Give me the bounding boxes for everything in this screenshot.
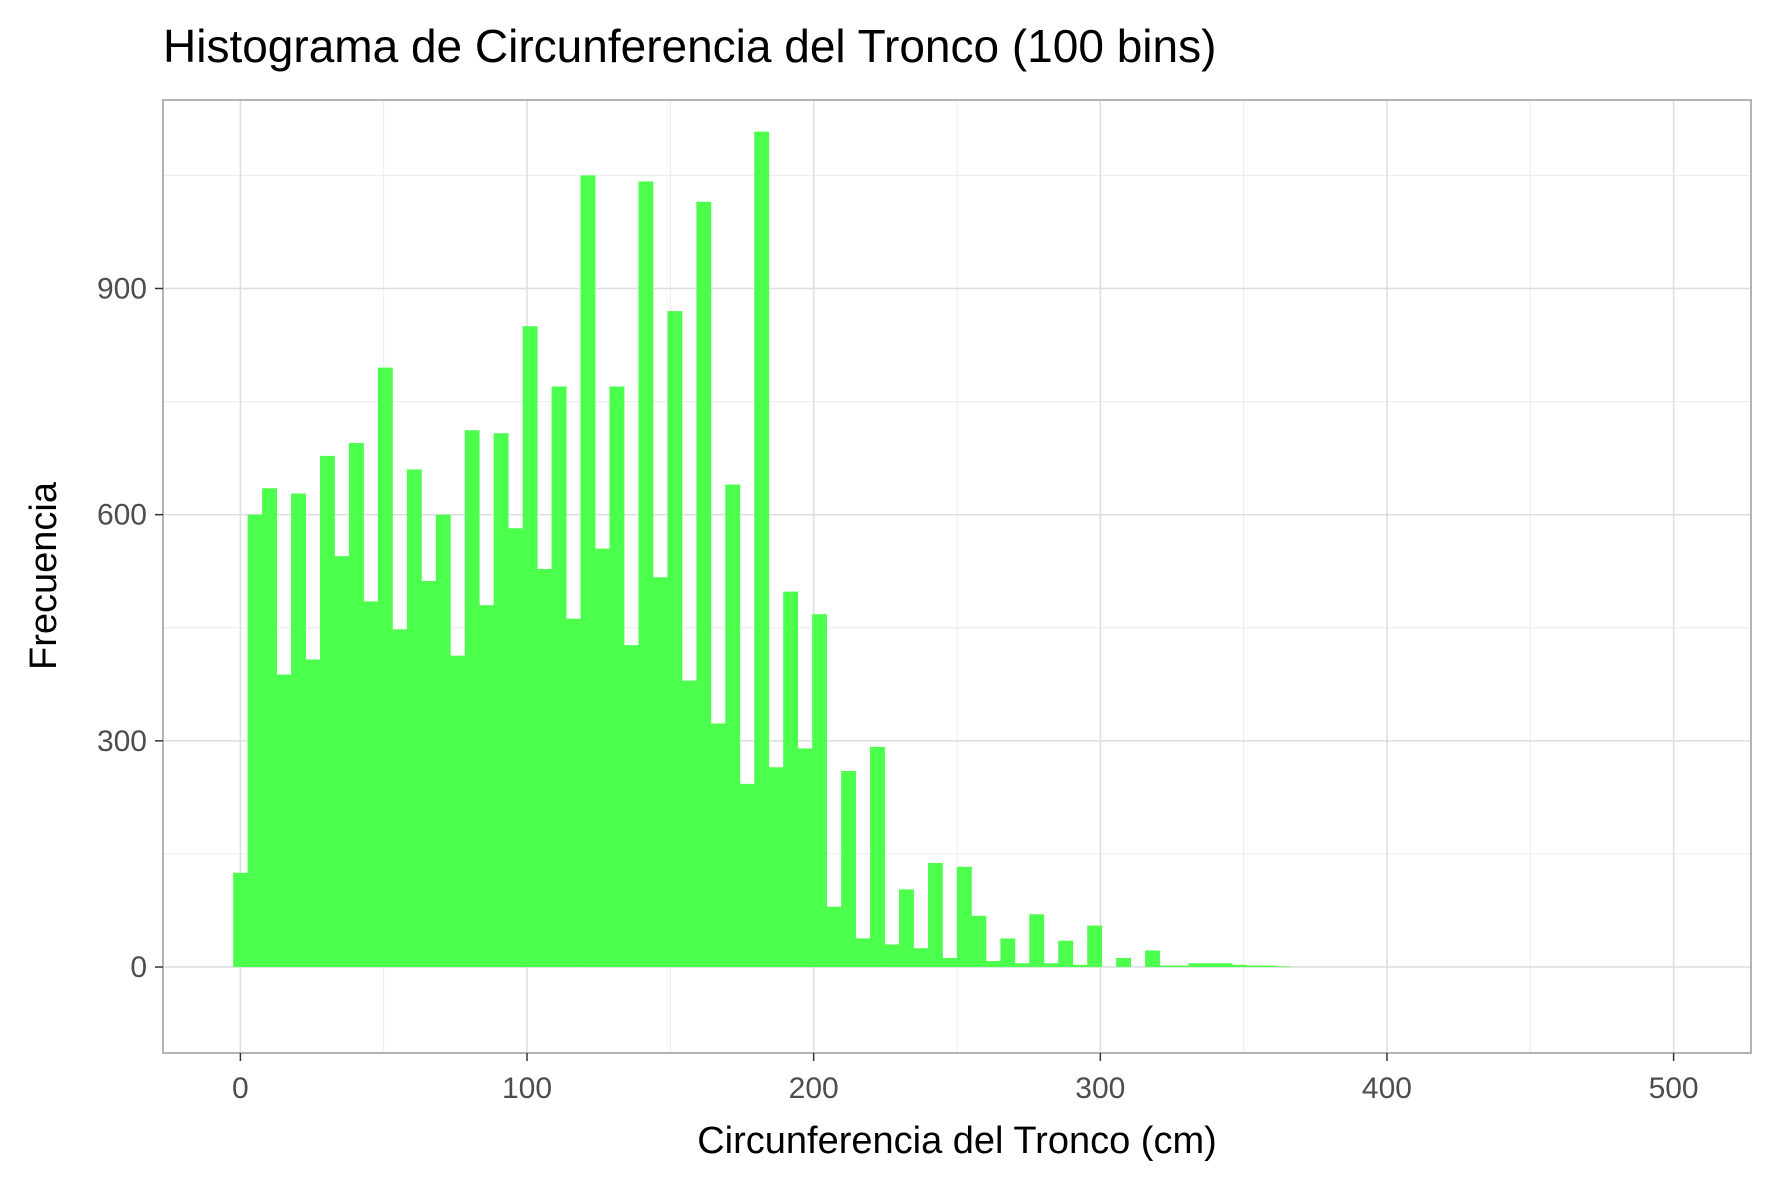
x-tick-label: 400 [1362, 1072, 1412, 1105]
y-tick-label: 600 [97, 499, 147, 532]
histogram-bar [783, 591, 799, 968]
histogram-bar [927, 863, 943, 968]
histogram-bar [652, 577, 668, 968]
histogram-bar [609, 386, 625, 968]
histogram-bar [406, 469, 422, 968]
histogram-bar [522, 326, 538, 968]
panel-border [162, 99, 1752, 1054]
bars [233, 131, 1291, 968]
histogram-bar [797, 748, 813, 968]
histogram-bar [320, 455, 335, 968]
histogram-bar [754, 131, 770, 968]
histogram-bar [551, 386, 567, 968]
histogram-bar [1203, 963, 1218, 968]
histogram-bar [696, 201, 712, 968]
histogram-bar [826, 906, 842, 968]
histogram-bar [479, 605, 495, 968]
histogram-bar [638, 181, 654, 968]
histogram-bar [276, 674, 292, 968]
histogram-bar [566, 618, 581, 968]
histogram-bar [1260, 965, 1276, 968]
histogram-bar [681, 680, 697, 968]
y-axis-label: Frecuencia [23, 481, 65, 670]
histogram-bar [363, 601, 379, 968]
histogram-bar [1058, 940, 1074, 968]
histogram-bar [334, 556, 350, 968]
histogram-bar [1087, 925, 1103, 968]
histogram-bar [884, 944, 900, 968]
histogram-bar [841, 771, 857, 968]
histogram-bar [493, 433, 509, 968]
x-tick-label: 500 [1649, 1072, 1699, 1105]
chart-title: Histograma de Circunferencia del Tronco … [163, 20, 1216, 72]
histogram-bar [377, 367, 393, 968]
histogram-bar [1072, 964, 1088, 968]
histogram-bar [580, 175, 596, 968]
histogram-bar [812, 614, 828, 968]
histogram-bar [739, 783, 755, 968]
y-tick-label: 300 [97, 725, 147, 758]
histogram-bar [1174, 965, 1189, 968]
histogram-bar [1000, 938, 1016, 968]
histogram-bar [985, 961, 1001, 968]
histogram-bar [464, 430, 480, 968]
x-axis-label: Circunferencia del Tronco (cm) [697, 1120, 1217, 1162]
histogram-bar [305, 659, 321, 968]
y-tick-label: 900 [97, 272, 147, 305]
histogram-bar [710, 723, 726, 968]
x-tick-label: 100 [502, 1072, 552, 1105]
histogram-bar [1014, 963, 1030, 968]
x-tick-label: 300 [1075, 1072, 1125, 1105]
histogram-bar [1231, 964, 1247, 968]
histogram-bar [913, 948, 929, 968]
y-tick-label: 0 [130, 951, 147, 984]
histogram-bar [1145, 950, 1160, 968]
histogram-bar [942, 958, 958, 968]
histogram-bar [725, 484, 741, 968]
histogram-bar [956, 866, 972, 968]
histogram-bar [1188, 963, 1204, 968]
grid-major [163, 100, 1751, 1053]
histogram-bar [392, 629, 408, 968]
histogram-bar [899, 889, 914, 968]
histogram-bar [435, 514, 451, 968]
histogram-bar [971, 915, 987, 968]
y-axis-ticks: 0 300 600 900 [97, 272, 163, 984]
histogram-bar [233, 872, 249, 968]
histogram-bar [262, 488, 277, 968]
histogram-bar [1217, 963, 1233, 968]
histogram-bar [1275, 966, 1291, 968]
histogram-bar [1043, 963, 1059, 968]
x-tick-label: 0 [232, 1072, 249, 1105]
histogram-bar [1029, 914, 1045, 968]
x-tick-label: 200 [789, 1072, 839, 1105]
histogram-bar [291, 493, 306, 968]
histogram-bar [348, 443, 364, 968]
histogram-bar [855, 938, 871, 968]
histogram-bar [247, 514, 263, 968]
histogram-bar [450, 655, 466, 968]
x-axis-ticks: 0 100 200 300 400 500 [232, 1053, 1699, 1105]
histogram-bar [1246, 965, 1262, 968]
histogram-bar [421, 581, 437, 968]
histogram-bar [537, 568, 553, 968]
histogram-bar [870, 746, 885, 968]
histogram-bar [623, 645, 639, 968]
histogram-bar [768, 767, 784, 968]
histogram-bar [1159, 965, 1175, 968]
histogram-bar [595, 548, 610, 968]
histogram-bar [1116, 958, 1132, 968]
histogram-bar [667, 311, 683, 968]
histogram-bar [508, 528, 524, 968]
